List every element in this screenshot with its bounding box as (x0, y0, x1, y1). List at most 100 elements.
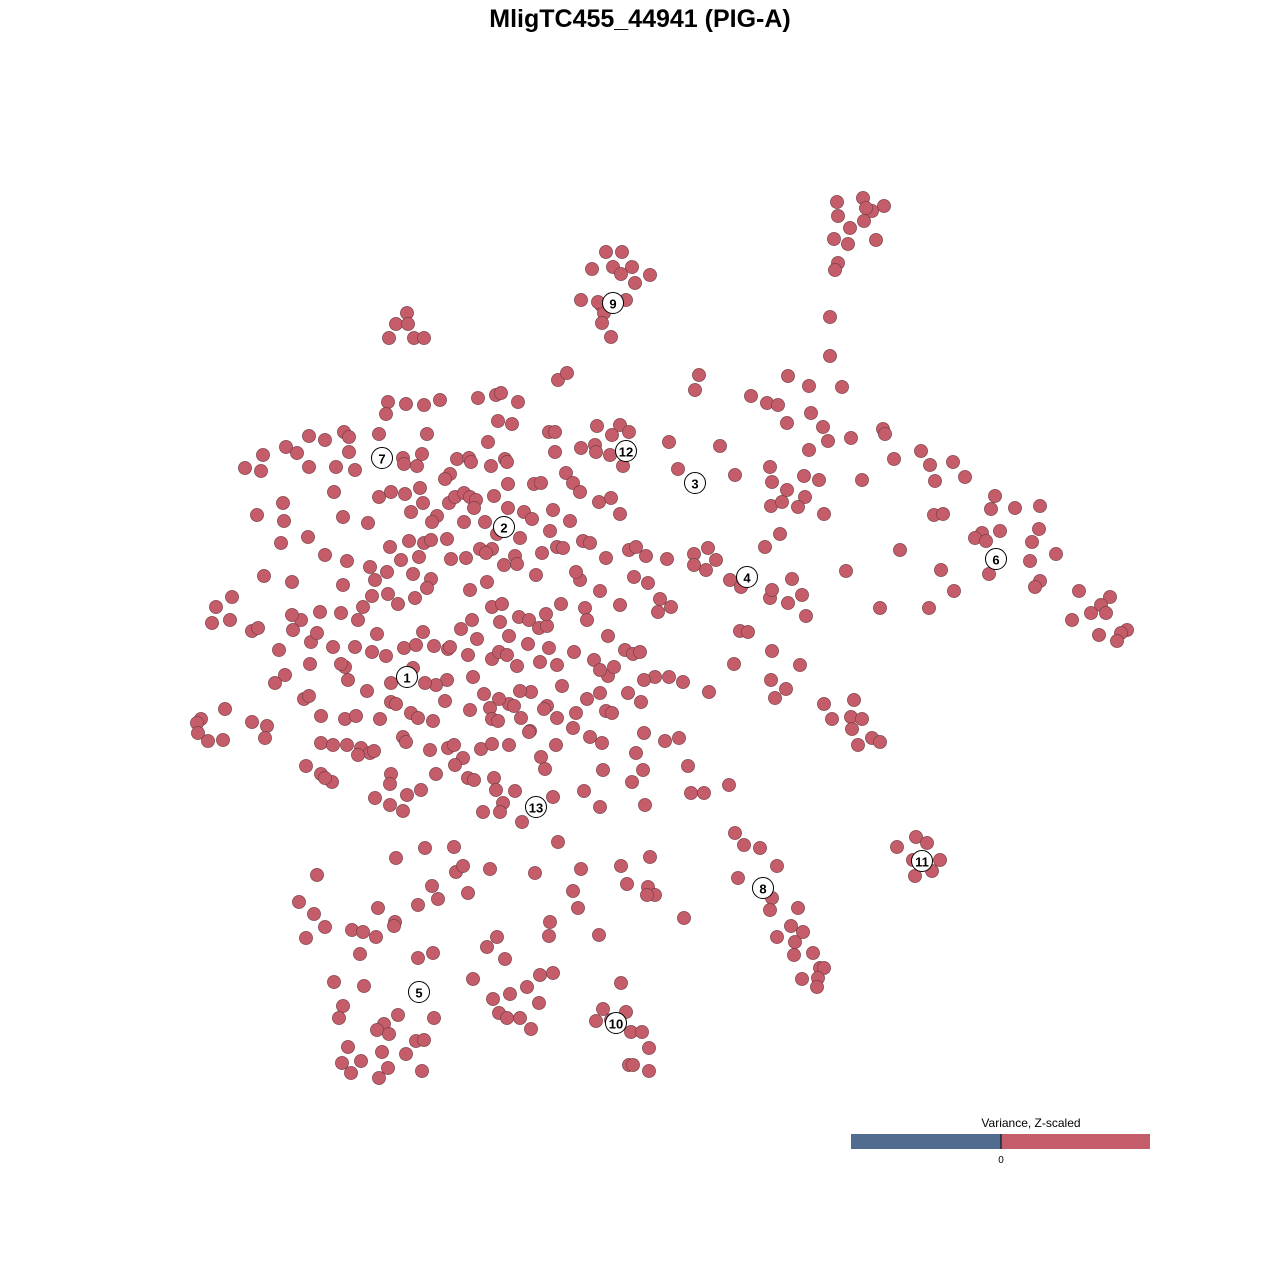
data-point (936, 507, 950, 521)
data-point (327, 975, 341, 989)
cluster-label-text: 11 (915, 855, 929, 870)
data-point (593, 800, 607, 814)
data-point (370, 1023, 384, 1037)
data-point (420, 427, 434, 441)
cluster-label-9: 9 (602, 292, 624, 314)
data-point (336, 578, 350, 592)
data-point (463, 583, 477, 597)
data-point (522, 725, 536, 739)
data-point (480, 940, 494, 954)
data-point (483, 862, 497, 876)
cluster-label-6: 6 (985, 548, 1007, 570)
data-point (621, 686, 635, 700)
data-point (1065, 613, 1079, 627)
data-point (563, 514, 577, 528)
data-point (256, 448, 270, 462)
data-point (709, 553, 723, 567)
data-point (845, 722, 859, 736)
data-point (699, 563, 713, 577)
data-point (595, 316, 609, 330)
data-point (370, 627, 384, 641)
data-point (381, 1061, 395, 1075)
data-point (798, 490, 812, 504)
data-point (521, 637, 535, 651)
data-point (415, 447, 429, 461)
data-point (456, 859, 470, 873)
data-point (427, 1011, 441, 1025)
cluster-label-13: 13 (525, 796, 547, 818)
data-point (476, 805, 490, 819)
data-point (360, 684, 374, 698)
data-point (391, 597, 405, 611)
data-point (463, 703, 477, 717)
data-point (928, 474, 942, 488)
data-point (764, 673, 778, 687)
data-point (812, 473, 826, 487)
data-point (448, 758, 462, 772)
data-point (268, 676, 282, 690)
cluster-label-circle (911, 850, 933, 872)
data-point (500, 1011, 514, 1025)
data-point (537, 702, 551, 716)
data-point (855, 473, 869, 487)
data-point (550, 658, 564, 672)
data-point (787, 948, 801, 962)
data-point (380, 565, 394, 579)
data-point (737, 838, 751, 852)
data-point (332, 1011, 346, 1025)
data-point (642, 1041, 656, 1055)
data-point (426, 714, 440, 728)
data-point (810, 980, 824, 994)
data-point (454, 622, 468, 636)
data-point (1008, 501, 1022, 515)
data-point (491, 414, 505, 428)
data-point (398, 487, 412, 501)
data-point (701, 541, 715, 555)
cluster-label-text: 8 (759, 882, 766, 897)
data-point (302, 460, 316, 474)
data-point (490, 930, 504, 944)
data-point (351, 748, 365, 762)
data-point (567, 645, 581, 659)
cluster-label-text: 1 (403, 671, 410, 686)
data-point (642, 1064, 656, 1078)
data-point (415, 1064, 429, 1078)
data-point (823, 310, 837, 324)
data-point (573, 485, 587, 499)
data-point (697, 786, 711, 800)
data-point (555, 679, 569, 693)
data-point (722, 778, 736, 792)
cluster-label-circle (752, 877, 774, 899)
data-point (292, 895, 306, 909)
data-point (1099, 606, 1113, 620)
data-point (486, 992, 500, 1006)
data-point (765, 583, 779, 597)
data-point (893, 543, 907, 557)
data-point (510, 659, 524, 673)
data-point (546, 966, 560, 980)
data-point (637, 726, 651, 740)
data-point (417, 1033, 431, 1047)
data-point (223, 613, 237, 627)
data-point (277, 514, 291, 528)
data-point (424, 533, 438, 547)
data-point (731, 871, 745, 885)
data-point (318, 433, 332, 447)
data-point (510, 557, 524, 571)
data-point (383, 540, 397, 554)
data-point (302, 429, 316, 443)
data-point (372, 1071, 386, 1085)
data-point (348, 463, 362, 477)
data-point (546, 790, 560, 804)
data-point (367, 744, 381, 758)
legend-tick-label: 0 (998, 1155, 1004, 1166)
data-point (465, 613, 479, 627)
data-point (513, 531, 527, 545)
data-point (662, 435, 676, 449)
data-point (464, 455, 478, 469)
data-point (791, 901, 805, 915)
data-point (493, 805, 507, 819)
data-point (508, 784, 522, 798)
cluster-label-2: 2 (493, 516, 515, 538)
data-point (534, 750, 548, 764)
